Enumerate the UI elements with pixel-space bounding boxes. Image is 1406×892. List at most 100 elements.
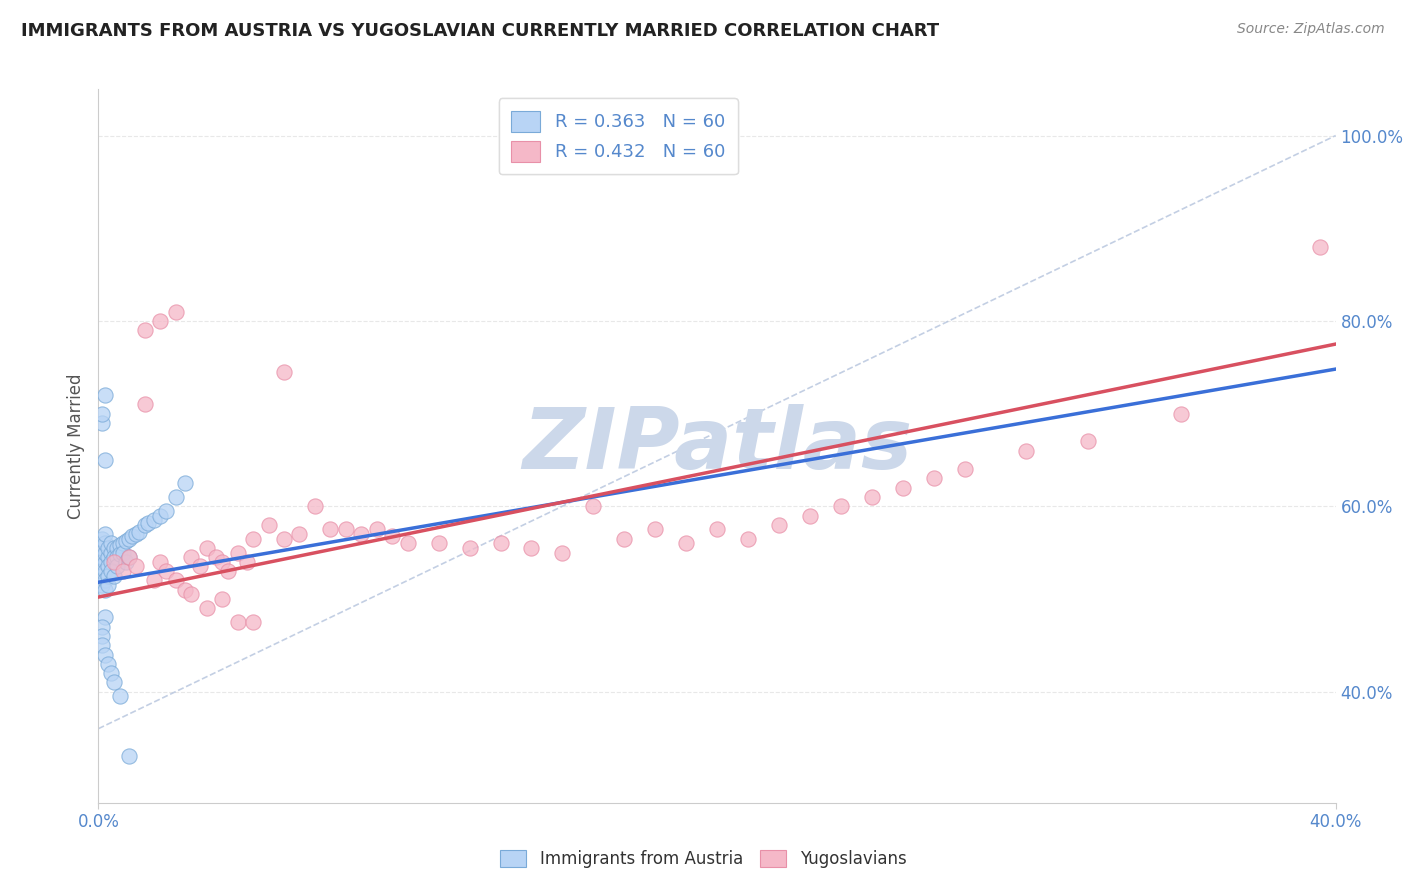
Point — [706, 523, 728, 537]
Point — [520, 541, 543, 555]
Point — [860, 490, 883, 504]
Point — [103, 541, 125, 555]
Point — [100, 555, 122, 569]
Point — [93, 527, 115, 541]
Point — [134, 397, 156, 411]
Point — [211, 555, 233, 569]
Point — [1170, 407, 1192, 421]
Point — [115, 534, 138, 549]
Legend: Immigrants from Austria, Yugoslavians: Immigrants from Austria, Yugoslavians — [494, 843, 912, 875]
Point — [830, 500, 852, 514]
Point — [149, 508, 172, 523]
Point — [768, 517, 790, 532]
Point — [93, 545, 115, 559]
Point — [93, 582, 115, 597]
Point — [112, 545, 135, 559]
Point — [97, 578, 120, 592]
Point — [155, 564, 177, 578]
Point — [922, 471, 945, 485]
Point — [335, 523, 357, 537]
Point — [195, 601, 218, 615]
Point — [143, 574, 166, 588]
Point — [93, 555, 115, 569]
Point — [90, 416, 112, 430]
Point — [97, 657, 120, 671]
Point — [195, 541, 218, 555]
Point — [136, 516, 159, 530]
Point — [103, 568, 125, 582]
Point — [236, 555, 259, 569]
Point — [149, 555, 172, 569]
Point — [242, 532, 264, 546]
Point — [90, 578, 112, 592]
Point — [93, 564, 115, 578]
Point — [427, 536, 450, 550]
Point — [458, 541, 481, 555]
Point — [115, 555, 138, 569]
Point — [97, 541, 120, 555]
Point — [112, 564, 135, 578]
Point — [613, 532, 636, 546]
Point — [105, 550, 128, 565]
Point — [799, 508, 821, 523]
Point — [90, 532, 112, 546]
Point — [90, 638, 112, 652]
Point — [118, 532, 141, 546]
Point — [257, 517, 280, 532]
Point — [226, 545, 249, 559]
Point — [103, 555, 125, 569]
Point — [366, 523, 388, 537]
Point — [124, 527, 146, 541]
Point — [100, 564, 122, 578]
Point — [90, 559, 112, 574]
Point — [737, 532, 759, 546]
Point — [180, 550, 202, 565]
Point — [165, 490, 187, 504]
Point — [103, 675, 125, 690]
Point — [108, 538, 131, 552]
Point — [350, 527, 373, 541]
Point — [90, 407, 112, 421]
Point — [226, 615, 249, 629]
Point — [93, 610, 115, 624]
Point — [304, 500, 326, 514]
Text: Source: ZipAtlas.com: Source: ZipAtlas.com — [1237, 22, 1385, 37]
Point — [93, 536, 115, 550]
Point — [174, 582, 197, 597]
Point — [90, 541, 112, 555]
Point — [108, 548, 131, 562]
Point — [953, 462, 976, 476]
Text: ZIPatlas: ZIPatlas — [522, 404, 912, 488]
Point — [273, 532, 295, 546]
Point — [891, 481, 914, 495]
Point — [118, 550, 141, 565]
Point — [319, 523, 342, 537]
Point — [288, 527, 311, 541]
Point — [90, 568, 112, 582]
Point — [105, 559, 128, 574]
Point — [100, 545, 122, 559]
Point — [211, 591, 233, 606]
Point — [582, 500, 605, 514]
Point — [90, 629, 112, 643]
Point — [103, 550, 125, 565]
Point — [97, 559, 120, 574]
Point — [149, 314, 172, 328]
Point — [489, 536, 512, 550]
Legend: R = 0.363   N = 60, R = 0.432   N = 60: R = 0.363 N = 60, R = 0.432 N = 60 — [499, 98, 738, 174]
Point — [118, 749, 141, 764]
Point — [108, 690, 131, 704]
Point — [93, 388, 115, 402]
Point — [644, 523, 666, 537]
Point — [1077, 434, 1099, 449]
Point — [217, 564, 239, 578]
Point — [381, 529, 404, 543]
Point — [97, 550, 120, 565]
Point — [155, 504, 177, 518]
Point — [273, 365, 295, 379]
Text: IMMIGRANTS FROM AUSTRIA VS YUGOSLAVIAN CURRENTLY MARRIED CORRELATION CHART: IMMIGRANTS FROM AUSTRIA VS YUGOSLAVIAN C… — [21, 22, 939, 40]
Point — [143, 513, 166, 527]
Point — [551, 545, 574, 559]
Point — [124, 559, 146, 574]
Point — [205, 550, 228, 565]
